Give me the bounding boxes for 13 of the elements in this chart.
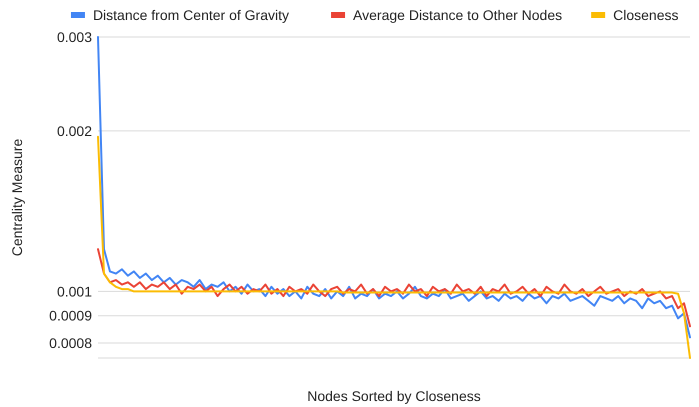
y-tick-label: 0.0009 <box>49 308 92 324</box>
legend-label: Average Distance to Other Nodes <box>353 6 562 23</box>
y-axis-title: Centrality Measure <box>9 138 25 256</box>
y-tick-label: 0.001 <box>56 283 92 300</box>
y-tick-label: 0.002 <box>56 122 92 139</box>
line-series <box>97 136 691 359</box>
legend-label: Closeness <box>613 6 679 23</box>
line-series <box>97 36 691 338</box>
legend-label: Distance from Center of Gravity <box>92 6 290 23</box>
y-tick-label: 0.003 <box>56 28 92 45</box>
x-axis-title: Nodes Sorted by Closeness <box>307 388 481 404</box>
line-series <box>97 248 691 328</box>
y-tick-label: 0.0008 <box>49 334 92 351</box>
